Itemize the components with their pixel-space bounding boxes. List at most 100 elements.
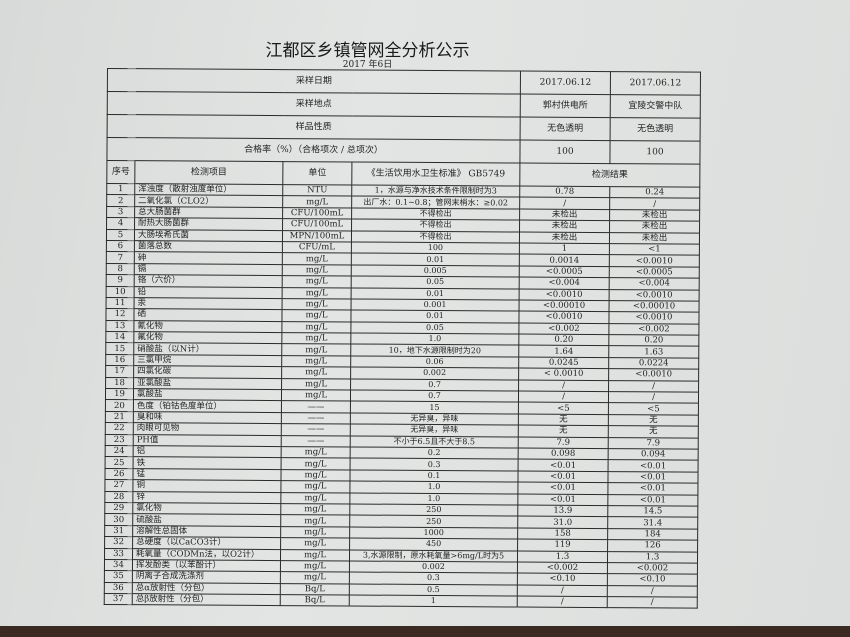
cell-item: 镉	[134, 263, 283, 276]
cell-seq: 28	[104, 491, 133, 503]
cell-unit: ——	[281, 412, 351, 425]
cell-unit: mg/L	[281, 344, 351, 356]
cell-item: 溶解性总固体	[132, 525, 281, 538]
cell-result-site1: 0.78	[519, 186, 610, 198]
cell-unit: mg/L	[281, 446, 351, 459]
cell-result-site2: 184	[607, 528, 698, 541]
cell-result-site2: 未检出	[609, 209, 700, 222]
cell-result-site1: /	[519, 197, 610, 210]
cell-result-site2: <0.10	[607, 573, 698, 586]
meta-label: 采样日期	[107, 68, 521, 95]
cell-unit: mg/L	[280, 469, 351, 482]
cell-seq: 30	[104, 513, 133, 526]
cell-seq: 14	[105, 331, 134, 344]
cell-result-site2: /	[608, 380, 699, 393]
cell-result-site2: <0.0005	[609, 266, 700, 279]
cell-seq: 13	[105, 320, 134, 332]
cell-result-site2: <0.01	[607, 482, 698, 495]
cell-unit: ——	[281, 435, 351, 447]
cell-seq: 11	[106, 297, 135, 309]
cell-result-site2: <0.01	[608, 459, 699, 472]
cell-result-site2: <0.002	[608, 323, 699, 336]
header-result: 检测结果	[519, 163, 700, 188]
cell-unit: mg/L	[280, 514, 350, 527]
document-title: 江都区乡镇管网全分析公示	[265, 41, 470, 61]
cell-item: 铅	[134, 286, 283, 299]
cell-seq: 23	[105, 434, 134, 446]
cell-item: 总β放射性（分包）	[132, 593, 281, 607]
cell-unit: CFU/mL	[282, 241, 352, 254]
cell-unit: mg/L	[281, 378, 351, 391]
cell-unit: MPN/100mL	[282, 230, 352, 242]
cell-item: 硫酸盐	[132, 513, 281, 527]
cell-unit: CFU/100mL	[282, 207, 352, 220]
cell-result-site1: <0.01	[517, 493, 608, 506]
meta-value-site1: 无色透明	[520, 117, 611, 141]
cell-result-site2: 未检出	[609, 220, 700, 233]
cell-result-site1: <0.0005	[519, 265, 610, 278]
meta-label: 合格率（%）（合格项次 / 总项次）	[106, 137, 521, 164]
cell-result-site1: < 0.0010	[518, 368, 609, 381]
cell-result-site1: 7.9	[518, 436, 609, 449]
meta-value-site1: 100	[519, 140, 611, 164]
cell-seq: 31	[104, 525, 133, 537]
meta-label: 采样地点	[107, 91, 521, 118]
cell-unit: mg/L	[280, 537, 350, 550]
cell-result-site2: <0.0010	[608, 311, 700, 324]
cell-result-site1: 1.64	[518, 345, 609, 358]
cell-result-site1: 158	[517, 527, 608, 540]
cell-item: 铁	[133, 457, 282, 470]
cell-seq: 1	[106, 183, 135, 196]
cell-seq: 3	[106, 206, 135, 218]
cell-result-site1: <5	[518, 402, 609, 415]
cell-result-site1: <0.01	[517, 470, 609, 483]
meta-value-site1: 2017.06.12	[520, 71, 611, 95]
cell-seq: 26	[104, 468, 134, 480]
header-unit: 单位	[282, 161, 352, 185]
cell-result-site2: 1.63	[608, 346, 699, 358]
cell-result-site1: <0.01	[517, 482, 608, 495]
header-standard: 《生活饮用水卫生标准》 GB5749	[351, 161, 520, 187]
cell-result-site1: 无	[518, 413, 609, 426]
cell-seq: 2	[106, 194, 135, 207]
meta-value-site2: 无色透明	[610, 117, 701, 142]
cell-result-site1: <0.002	[518, 322, 609, 335]
cell-result-site2: 126	[607, 539, 698, 552]
cell-result-site2: <0.00010	[609, 300, 700, 313]
cell-seq: 17	[105, 365, 134, 378]
cell-result-site2: <0.01	[607, 494, 698, 507]
cell-unit: mg/L	[280, 549, 350, 561]
header-item: 检测项目	[134, 160, 283, 185]
cell-result-site1: 1.3	[517, 550, 608, 563]
cell-result-site2: 0.24	[609, 186, 700, 199]
cell-result-site2: <0.01	[607, 471, 699, 484]
cell-unit: mg/L	[282, 252, 352, 265]
cell-item: 锌	[132, 491, 281, 504]
cell-item: 挥发酚类（以苯酚计）	[132, 559, 281, 572]
cell-result-site2: 31.4	[607, 516, 698, 529]
cell-standard: 0.2	[350, 446, 519, 460]
cell-seq: 12	[105, 308, 135, 321]
cell-unit: mg/L	[281, 457, 351, 470]
cell-seq: 16	[105, 354, 134, 366]
cell-result-site2: /	[607, 596, 698, 609]
cell-unit: mg/L	[281, 332, 351, 345]
cell-item: 砷	[134, 252, 283, 265]
cell-unit: mg/L	[281, 389, 351, 402]
cell-result-site2: <0.0010	[609, 289, 700, 302]
cell-result-site2: <0.0010	[609, 254, 700, 267]
cell-unit: mg/L	[281, 355, 351, 368]
cell-result-site2: <0.0010	[608, 368, 699, 381]
cell-result-site2: 0.20	[608, 334, 699, 347]
cell-item: 硝酸盐（以N计）	[133, 343, 282, 356]
cell-standard: 0.1	[349, 469, 519, 483]
cell-unit: ——	[281, 423, 351, 436]
meta-value-site1: 郭村供电所	[520, 94, 611, 118]
cell-result-site2: 1.3	[607, 551, 698, 564]
cell-result-site1: /	[518, 391, 609, 403]
cell-unit: ——	[281, 400, 351, 413]
cell-item: 总硬度（以CaCO3计）	[132, 536, 281, 550]
cell-result-site2: <5	[608, 402, 699, 415]
cell-result-site1: 无	[518, 425, 609, 438]
cell-unit: CFU/100mL	[282, 218, 352, 231]
